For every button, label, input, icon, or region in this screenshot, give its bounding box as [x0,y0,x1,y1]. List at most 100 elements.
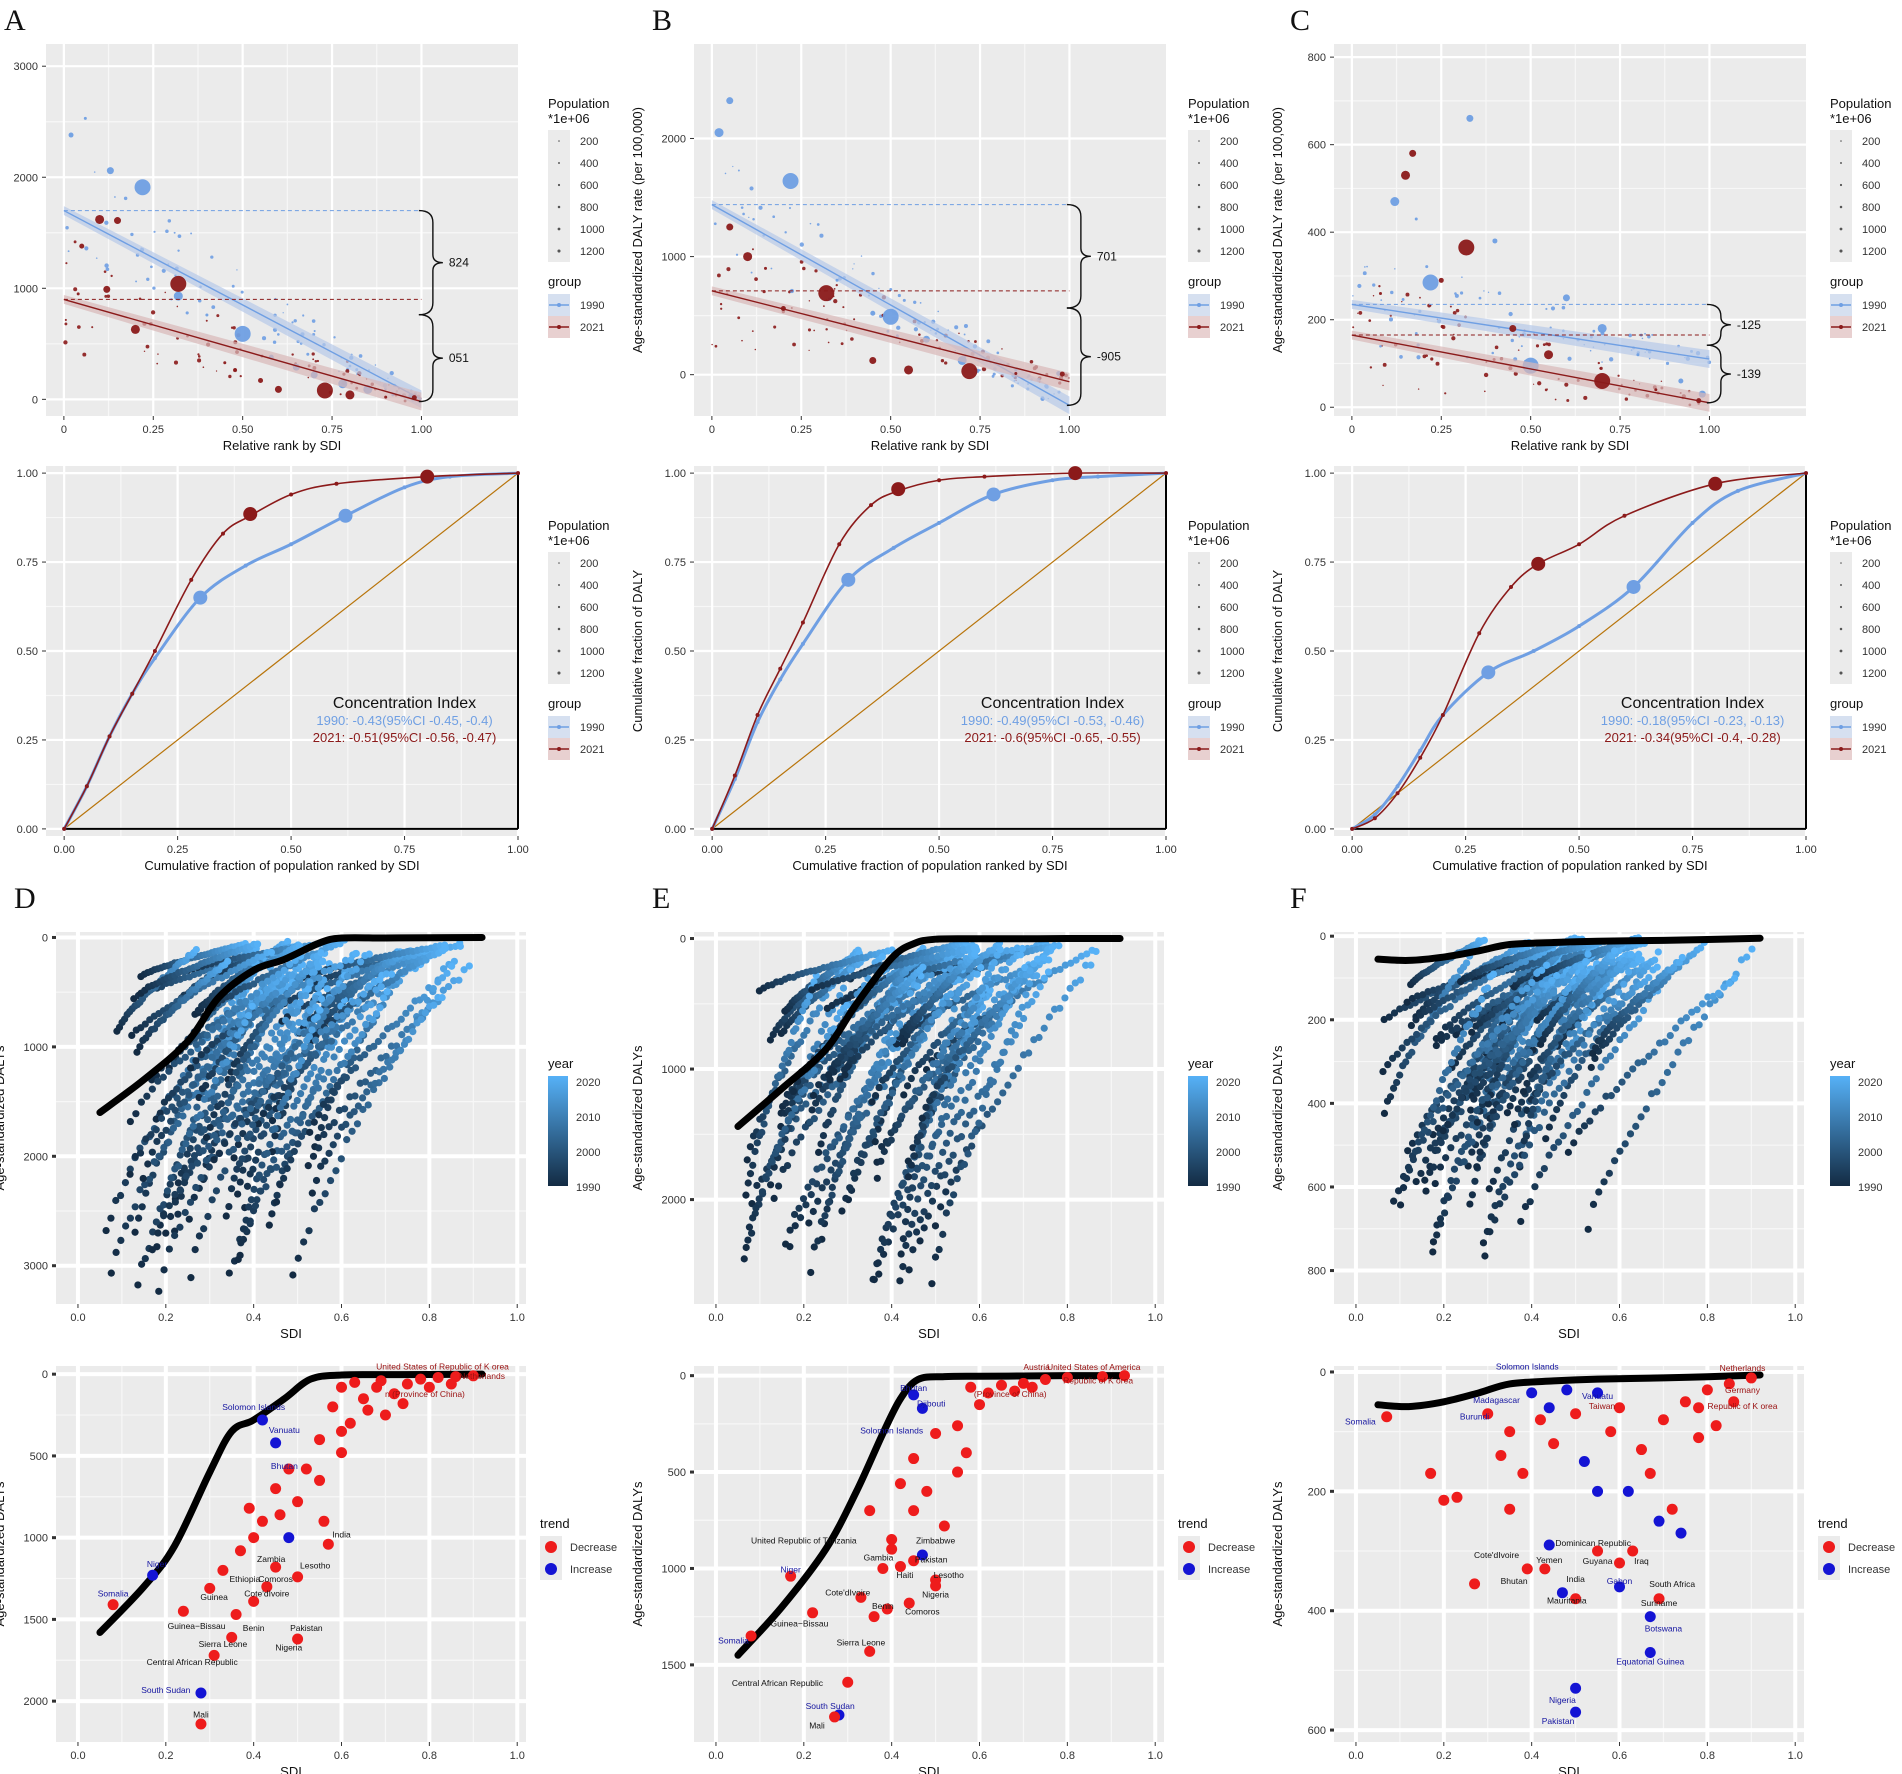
trajectory-point [276,1040,284,1048]
legend-subtitle: *1e+06 [1188,111,1230,126]
trajectory-point [253,989,261,997]
trajectory-point [293,1008,301,1016]
data-point-small [825,328,828,331]
trajectory-point [1014,1064,1022,1072]
trajectory-point [878,1019,886,1027]
curve-point [800,620,805,625]
trajectory-point [225,1269,233,1277]
data-point-small [737,169,740,172]
data-point-small [992,372,996,376]
trajectory-point [231,1005,239,1013]
trajectory-point [970,1018,978,1026]
trajectory-point [805,1219,813,1227]
trajectory-point [906,1193,914,1201]
trajectory-point [1007,1027,1016,1035]
trajectory-point [923,1163,931,1171]
trajectory-point [809,1091,818,1100]
legend-dot [1839,303,1843,307]
trajectory-point [255,1171,263,1179]
trajectory-point [1044,968,1053,976]
curve-point [755,720,760,725]
trajectory-point [236,1178,244,1186]
trajectory-point [973,970,981,978]
trajectory-point [918,1114,926,1122]
trajectory-point [116,1191,125,1200]
trajectory-point [1048,943,1056,952]
trajectory-point [957,1108,965,1117]
trajectory-point [967,1062,975,1070]
trajectory-point [210,1131,219,1139]
legend-label: 600 [580,180,598,192]
trajectory-point [946,1199,954,1207]
legend-label: 1990 [580,300,604,312]
trajectory-point [126,1117,134,1126]
trajectory-point [173,1085,181,1093]
data-point-small [84,246,89,251]
legend-size-dot [1197,227,1201,231]
x-tick-label: 1.00 [1059,424,1080,436]
legend-dot [557,325,561,329]
legend-label: 2021 [1862,744,1886,756]
trajectory-point [128,1031,136,1039]
trajectory-point [141,1020,149,1028]
legend-title: group [1830,274,1863,289]
brace [1066,307,1091,407]
data-point [79,243,85,249]
data-point-small [1010,384,1014,388]
trajectory-point [935,1245,943,1254]
legend-title: Population [1830,96,1891,111]
trajectory-point [236,1063,244,1071]
x-tick-label: 0.00 [1341,844,1362,856]
trajectory-point [904,1205,912,1214]
x-axis-title: Cumulative fraction of population ranked… [792,858,1067,873]
trajectory-point [238,1120,246,1128]
trajectory-point [200,1225,208,1233]
trajectory-point [131,1152,139,1161]
trajectory-point [310,1205,319,1213]
data-point-small [145,344,150,349]
trajectory-point [328,1021,336,1029]
data-point-small [231,284,235,288]
legend-dot [1197,303,1201,307]
trajectory-point [935,1128,943,1136]
trajectory-point [884,1220,892,1229]
trajectory-point [283,1164,291,1173]
trajectory-point [989,1078,997,1086]
trajectory-point [193,1159,202,1167]
data-point-small [860,255,863,257]
trajectory-point [205,1163,213,1171]
trajectory-point [421,1009,429,1017]
trajectory-point [220,1017,228,1025]
data-point [961,363,978,380]
data-point-small [1478,296,1482,300]
data-point [170,275,187,292]
trajectory-point [353,1046,361,1054]
data-point-small [902,298,906,302]
trajectory-point [165,1067,173,1075]
data-point-small [1550,306,1556,311]
trajectory-point [815,1081,823,1089]
trajectory-point [842,1194,850,1202]
trajectory-point [356,1013,364,1021]
trajectory-point [189,1081,198,1089]
trajectory-point [192,1183,200,1192]
trajectory-point [197,1174,205,1182]
trajectory-point [136,1043,144,1051]
data-point-small [1644,332,1646,335]
fit-confidence-band [1351,299,1710,369]
trajectory-point [809,1207,817,1216]
trajectory-point [142,1135,150,1143]
trajectory-point [326,1176,335,1185]
data-point [1636,353,1640,357]
trajectory-point [810,1115,818,1123]
trajectory-point [310,1063,318,1072]
legend-label: 2021 [1862,322,1886,334]
data-point-small [302,314,305,317]
trajectory-point [1025,980,1034,988]
trajectory-point [372,1010,381,1018]
data-point-small [937,310,940,313]
brace [418,209,443,316]
trajectory-point [1033,955,1042,963]
data-point-small [1517,349,1520,351]
